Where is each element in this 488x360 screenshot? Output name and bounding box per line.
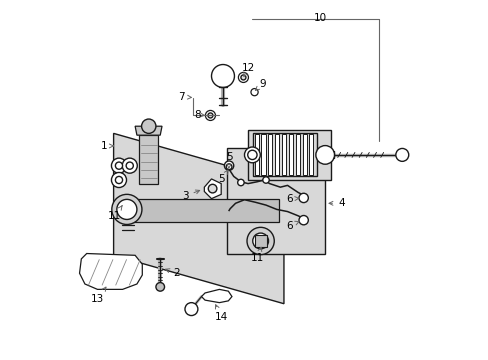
Circle shape bbox=[184, 303, 198, 316]
Bar bbox=[254, 134, 258, 175]
Circle shape bbox=[224, 161, 233, 170]
Polygon shape bbox=[226, 148, 325, 253]
Circle shape bbox=[208, 184, 217, 193]
Circle shape bbox=[226, 164, 231, 170]
Polygon shape bbox=[135, 126, 162, 135]
Bar bbox=[121, 199, 278, 222]
Text: 12: 12 bbox=[241, 63, 254, 77]
Circle shape bbox=[237, 179, 244, 186]
Bar bbox=[268, 134, 272, 175]
Text: 11: 11 bbox=[108, 206, 122, 221]
Circle shape bbox=[115, 176, 122, 184]
Circle shape bbox=[117, 199, 137, 220]
Bar bbox=[302, 134, 306, 175]
Circle shape bbox=[252, 233, 268, 249]
Bar bbox=[254, 234, 266, 247]
Circle shape bbox=[238, 72, 248, 82]
Text: 2: 2 bbox=[165, 268, 179, 278]
Circle shape bbox=[111, 172, 126, 188]
Circle shape bbox=[395, 148, 408, 161]
Circle shape bbox=[156, 283, 164, 291]
Text: 10: 10 bbox=[313, 13, 326, 23]
Text: 4: 4 bbox=[328, 198, 344, 208]
Text: 5: 5 bbox=[225, 152, 232, 168]
Text: 3: 3 bbox=[182, 190, 199, 201]
Polygon shape bbox=[247, 130, 330, 180]
Circle shape bbox=[142, 119, 156, 134]
Text: 13: 13 bbox=[91, 287, 106, 304]
Circle shape bbox=[211, 64, 234, 87]
Bar bbox=[288, 134, 292, 175]
Text: 11: 11 bbox=[251, 247, 264, 263]
Polygon shape bbox=[201, 289, 231, 303]
Bar bbox=[139, 135, 158, 184]
Bar bbox=[282, 134, 285, 175]
Bar bbox=[309, 134, 313, 175]
Bar bbox=[295, 134, 299, 175]
Circle shape bbox=[241, 75, 245, 80]
Circle shape bbox=[298, 216, 308, 225]
Circle shape bbox=[205, 111, 215, 121]
Circle shape bbox=[244, 147, 260, 163]
Bar bbox=[253, 134, 317, 176]
Bar bbox=[261, 134, 265, 175]
Text: 14: 14 bbox=[214, 305, 227, 322]
Circle shape bbox=[246, 227, 274, 255]
Circle shape bbox=[115, 162, 122, 169]
Text: 8: 8 bbox=[194, 110, 204, 120]
Circle shape bbox=[298, 193, 308, 203]
Circle shape bbox=[122, 158, 137, 173]
Polygon shape bbox=[204, 179, 221, 199]
Circle shape bbox=[315, 145, 334, 164]
Text: 6: 6 bbox=[285, 194, 298, 204]
Polygon shape bbox=[113, 134, 284, 304]
Circle shape bbox=[250, 89, 258, 96]
Text: 6: 6 bbox=[285, 221, 298, 230]
Polygon shape bbox=[80, 253, 142, 289]
Text: 9: 9 bbox=[255, 79, 265, 90]
Circle shape bbox=[207, 113, 212, 118]
Circle shape bbox=[247, 150, 257, 159]
Circle shape bbox=[112, 194, 142, 225]
Text: 7: 7 bbox=[178, 92, 191, 102]
Text: 1: 1 bbox=[101, 141, 113, 151]
Circle shape bbox=[111, 158, 126, 173]
Bar bbox=[275, 134, 279, 175]
Circle shape bbox=[262, 177, 269, 183]
Circle shape bbox=[126, 162, 133, 169]
Text: 5: 5 bbox=[218, 170, 227, 184]
